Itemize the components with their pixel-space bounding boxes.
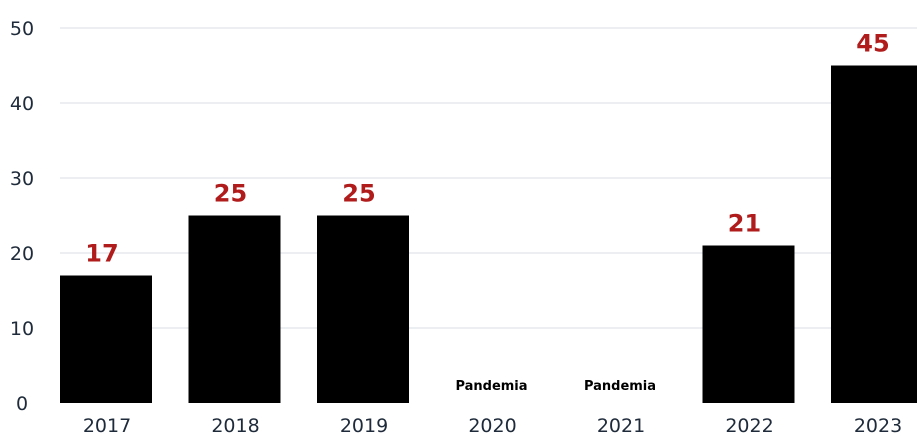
y-tick-label: 20 — [10, 243, 34, 265]
y-tick-label: 0 — [16, 393, 28, 415]
x-tick-label: 2020 — [468, 415, 516, 435]
bar — [60, 275, 152, 403]
bars — [60, 65, 917, 403]
y-axis-tick-labels: 0 10 20 30 40 50 — [10, 18, 34, 415]
bar-note: Pandemia — [584, 379, 656, 394]
x-axis-tick-labels: 2017 2018 2019 2020 2021 2022 2023 — [83, 415, 902, 435]
y-tick-label: 40 — [10, 93, 34, 115]
x-tick-label: 2022 — [725, 415, 773, 435]
y-tick-label: 50 — [10, 18, 34, 40]
bar-note: Pandemia — [455, 379, 527, 394]
data-label: 17 — [85, 240, 118, 268]
x-tick-label: 2018 — [211, 415, 259, 435]
bar — [831, 65, 917, 403]
data-label: 21 — [728, 210, 761, 238]
x-tick-label: 2019 — [340, 415, 388, 435]
y-tick-label: 10 — [10, 318, 34, 340]
y-tick-label: 30 — [10, 168, 34, 190]
bar — [702, 245, 795, 403]
bar — [317, 215, 409, 403]
data-labels: 17 25 25 Pandemia Pandemia 21 45 — [85, 30, 889, 395]
bar — [188, 215, 281, 403]
data-label: 25 — [342, 180, 375, 208]
x-tick-label: 2023 — [854, 415, 902, 435]
data-label: 25 — [214, 180, 247, 208]
data-label: 45 — [856, 30, 889, 58]
x-tick-label: 2017 — [83, 415, 131, 435]
x-tick-label: 2021 — [597, 415, 645, 435]
